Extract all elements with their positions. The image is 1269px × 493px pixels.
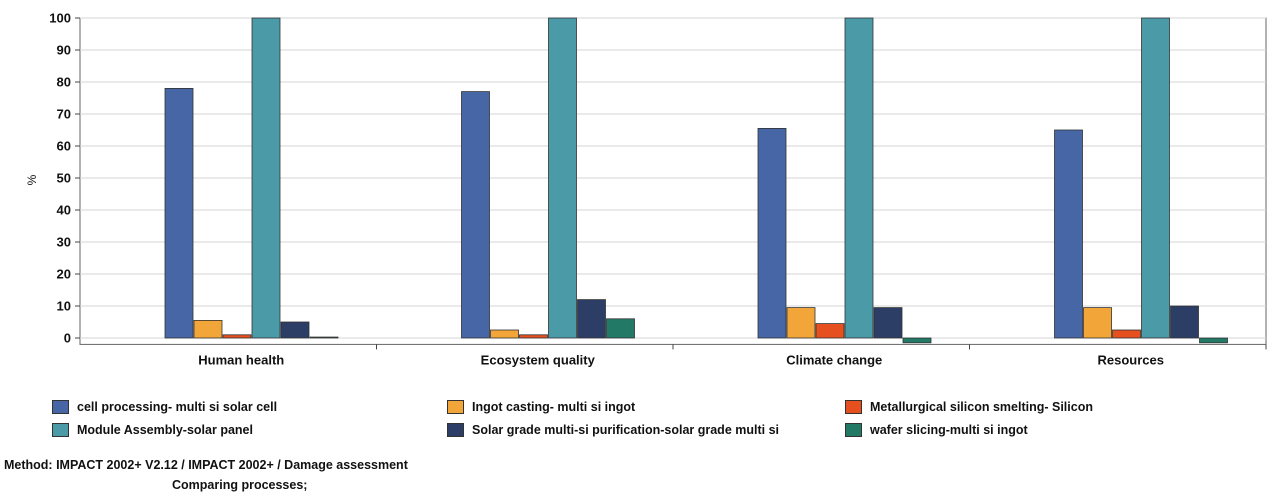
bar-solar [873, 307, 903, 339]
bar-ingot [193, 319, 223, 339]
bar-solar [1170, 305, 1199, 339]
y-tick-label: 10 [57, 299, 71, 314]
bar-cell [757, 127, 787, 339]
x-tick-label: Ecosystem quality [481, 352, 596, 367]
comparing-text: Comparing processes; [172, 478, 308, 492]
legend-label: wafer slicing-multi si ingot [870, 423, 1028, 437]
bar-wafer [606, 318, 635, 339]
bar-wafer [1199, 337, 1228, 344]
bar-cell [461, 91, 490, 339]
legend-label: Module Assembly-solar panel [77, 423, 253, 437]
bar-wafer [309, 336, 339, 339]
legend-swatch [52, 400, 69, 414]
legend-item-ingot-casting: Ingot casting- multi si ingot [447, 400, 635, 414]
bar-module [548, 17, 577, 339]
legend-swatch [447, 423, 464, 437]
bar-wafer [902, 337, 932, 344]
y-tick-label: 20 [57, 267, 71, 282]
bar-cell [1054, 129, 1083, 339]
bars [164, 17, 1228, 344]
y-tick-label: 80 [57, 75, 71, 90]
legend-swatch [447, 400, 464, 414]
legend-item-cell-processing: cell processing- multi si solar cell [52, 400, 277, 414]
bar-module [1141, 17, 1170, 339]
bar-module [251, 17, 281, 339]
bar-solar [577, 299, 606, 339]
bar-ingot [786, 307, 816, 339]
legend-label: Ingot casting- multi si ingot [472, 400, 636, 414]
bar-metallurgical [222, 334, 252, 339]
y-tick-label: 90 [57, 43, 71, 58]
x-tick-label: Resources [1098, 352, 1164, 367]
x-axis: Human health Ecosystem quality Climate cha… [198, 344, 1267, 367]
legend-swatch [845, 400, 862, 414]
y-tick-label: 70 [57, 107, 71, 122]
legend-item-module-assembly: Module Assembly-solar panel [52, 423, 253, 437]
y-tick-label: 30 [57, 235, 71, 250]
bar-cell [164, 88, 194, 339]
legend-swatch [52, 423, 69, 437]
y-tick-label: 0 [64, 331, 71, 346]
y-tick-label: 40 [57, 203, 71, 218]
legend: cell processing- multi si solar cell Ing… [0, 395, 1269, 445]
y-tick-label: 60 [57, 139, 71, 154]
legend-item-wafer-slicing: wafer slicing-multi si ingot [845, 423, 1028, 437]
x-tick-label: Climate change [786, 352, 882, 367]
legend-item-metallurgical-silicon: Metallurgical silicon smelting- Silicon [845, 400, 1093, 414]
y-tick-label: 100 [49, 11, 71, 26]
x-tick-label: Human health [198, 352, 284, 367]
legend-label: Metallurgical silicon smelting- Silicon [870, 400, 1093, 414]
legend-label: Solar grade multi-si purification-solar … [472, 423, 780, 437]
bar-module [844, 17, 874, 339]
legend-item-solar-grade-purification: Solar grade multi-si purification-solar … [447, 423, 779, 437]
bar-metallurgical [815, 323, 845, 339]
y-axis-label: % [25, 174, 39, 185]
bar-metallurgical [519, 334, 548, 339]
y-tick-label: 50 [57, 171, 71, 186]
bar-metallurgical [1112, 329, 1141, 339]
legend-label: cell processing- multi si solar cell [77, 400, 278, 414]
bar-ingot [490, 329, 519, 339]
bar-ingot [1083, 307, 1112, 339]
bar-solar [280, 321, 310, 339]
method-text: Method: IMPACT 2002+ V2.12 / IMPACT 2002… [4, 458, 408, 472]
legend-swatch [845, 423, 862, 437]
